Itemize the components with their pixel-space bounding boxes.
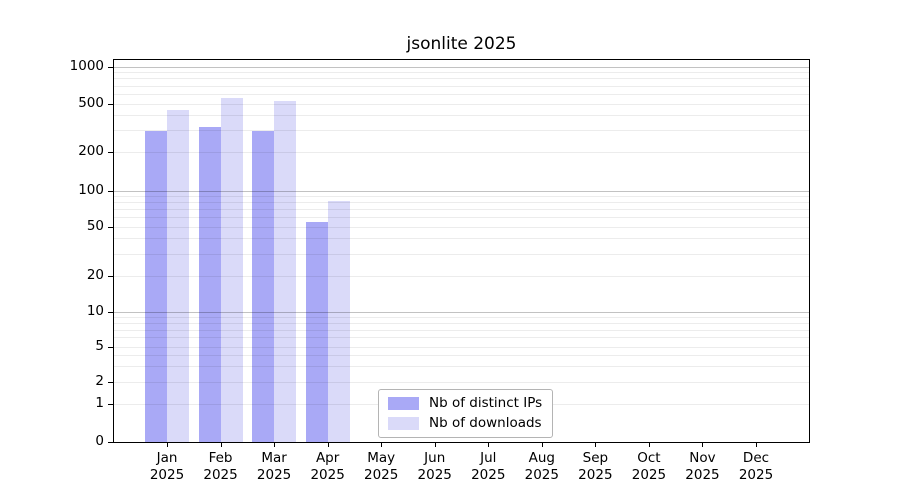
gridline-2 (114, 381, 809, 383)
gridline-30 (114, 253, 809, 255)
gridline-700 (114, 85, 809, 87)
y-tick-label-5: 5 (95, 338, 104, 354)
x-tick-mark-may (381, 443, 383, 447)
gridline-100 (114, 190, 809, 192)
legend-swatch-distinct-ips (388, 396, 419, 410)
x-tick-label-apr: Apr 2025 (310, 450, 345, 483)
y-axis: 0 1 2 5 10 20 50 100 200 500 1000 (0, 58, 104, 449)
legend-item-distinct-ips: Nb of distinct IPs (388, 395, 542, 411)
gridline-50 (114, 226, 809, 228)
x-tick-label-feb: Feb 2025 (203, 450, 238, 483)
y-tick-mark-100 (108, 191, 113, 192)
bar-nb-of-downloads-mar (274, 101, 297, 442)
x-tick-mark-dec (756, 443, 757, 447)
gridline-9 (114, 316, 809, 318)
bar-nb-of-downloads-jan (167, 110, 189, 442)
legend-label-downloads: Nb of downloads (429, 415, 542, 431)
legend: Nb of distinct IPs Nb of downloads (378, 389, 554, 438)
x-tick-label-jun: Jun 2025 (417, 450, 452, 483)
gridline-5 (114, 346, 809, 348)
y-tick-mark-200 (108, 152, 113, 153)
bar-nb-of-distinct-ips-jan (145, 130, 167, 442)
x-tick-mark-oct (648, 443, 650, 447)
gridline-10 (114, 311, 809, 313)
y-tick-label-1000: 1000 (69, 58, 104, 74)
bar-nb-of-distinct-ips-apr (305, 222, 328, 442)
y-tick-label-100: 100 (78, 182, 104, 198)
x-tick-mark-sep (595, 443, 597, 447)
y-tick-label-1: 1 (95, 395, 104, 411)
x-tick-label-dec: Dec 2025 (738, 450, 774, 483)
bar-nb-of-distinct-ips-feb (198, 127, 221, 442)
y-tick-label-20: 20 (86, 267, 104, 283)
y-tick-mark-1000 (108, 67, 113, 68)
bar-nb-of-downloads-feb (220, 98, 243, 442)
y-tick-mark-20 (108, 276, 113, 277)
bar-nb-of-downloads-apr (327, 201, 350, 442)
gridline-900 (114, 72, 809, 74)
x-tick-mark-aug (541, 443, 543, 447)
x-tick-mark-nov (702, 443, 704, 447)
y-tick-mark-2 (108, 382, 113, 383)
gridline-90 (114, 195, 809, 197)
y-tick-label-500: 500 (78, 95, 104, 111)
x-tick-mark-jun (434, 443, 436, 447)
x-tick-label-mar: Mar 2025 (256, 450, 292, 483)
y-tick-label-0: 0 (95, 433, 104, 449)
gridline-80 (114, 202, 809, 204)
x-tick-label-nov: Nov 2025 (685, 450, 720, 483)
x-tick-mark-jan (167, 443, 168, 447)
x-tick-mark-jul (488, 443, 490, 447)
y-tick-mark-50 (108, 227, 113, 228)
y-tick-label-50: 50 (86, 218, 104, 234)
y-tick-mark-500 (108, 104, 113, 105)
x-tick-mark-feb (220, 443, 222, 447)
x-tick-label-aug: Aug 2025 (524, 450, 559, 483)
x-tick-mark-mar (274, 443, 276, 447)
gridline-70 (114, 209, 809, 211)
y-tick-mark-0 (108, 442, 113, 443)
x-tick-label-oct: Oct 2025 (631, 450, 667, 483)
plot-area (113, 59, 810, 443)
x-tick-mark-apr (327, 443, 329, 447)
x-tick-label-may: May 2025 (363, 450, 399, 483)
gridline-1000 (114, 66, 809, 68)
gridline-400 (114, 115, 809, 117)
gridline-7 (114, 329, 809, 331)
y-tick-label-200: 200 (78, 143, 104, 159)
bar-nb-of-distinct-ips-mar (252, 130, 275, 442)
x-tick-label-sep: Sep 2025 (578, 450, 613, 483)
legend-item-downloads: Nb of downloads (388, 415, 542, 431)
gridline-800 (114, 78, 809, 80)
gridline-20 (114, 275, 809, 277)
legend-swatch-downloads (388, 416, 419, 430)
gridline-200 (114, 151, 809, 153)
chart-title: jsonlite 2025 (406, 34, 517, 54)
gridline-6 (114, 337, 809, 339)
gridline-300 (114, 130, 809, 132)
legend-label-distinct-ips: Nb of distinct IPs (429, 395, 543, 411)
gridline-500 (114, 103, 809, 105)
gridline-3 (114, 366, 809, 368)
y-tick-label-10: 10 (86, 303, 104, 319)
y-tick-mark-5 (108, 347, 113, 348)
gridline-4 (114, 355, 809, 357)
y-tick-mark-1 (108, 404, 113, 405)
gridline-8 (114, 322, 809, 324)
gridline-600 (114, 93, 809, 95)
x-tick-label-jul: Jul 2025 (471, 450, 506, 483)
y-tick-mark-10 (108, 312, 113, 313)
x-tick-label-jan: Jan 2025 (149, 450, 185, 483)
y-tick-label-2: 2 (95, 373, 104, 389)
gridline-60 (114, 217, 809, 219)
gridline-40 (114, 238, 809, 240)
